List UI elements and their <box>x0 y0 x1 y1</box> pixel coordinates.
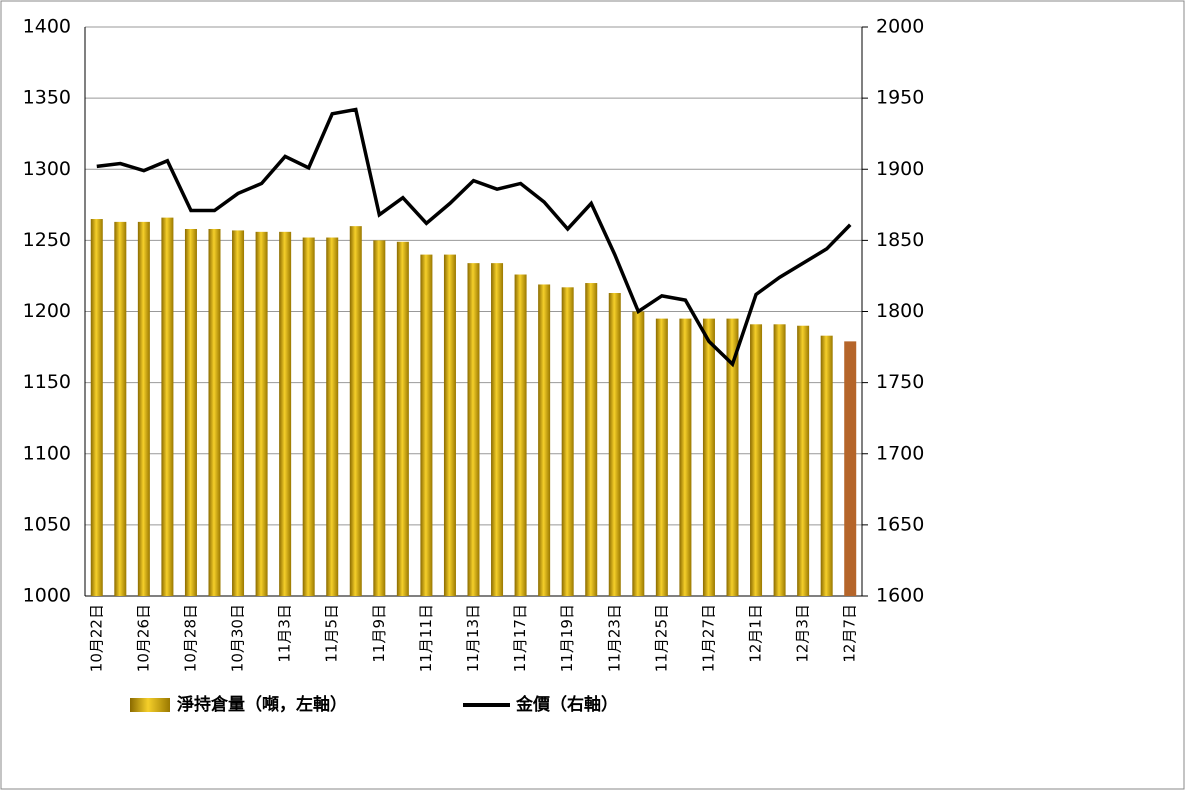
line <box>96 107 852 368</box>
bar <box>396 241 409 597</box>
bar <box>844 341 857 596</box>
x-tick-label: 11月3日 <box>276 604 294 663</box>
bar <box>750 324 763 596</box>
x-tick-label: 11月9日 <box>370 604 388 663</box>
y2-tick-label: 1850 <box>876 229 924 251</box>
y-tick-label: 1150 <box>23 371 71 393</box>
bar <box>232 230 245 597</box>
bar <box>302 237 315 596</box>
bar <box>561 287 574 596</box>
bar <box>326 237 339 596</box>
x-tick-label: 12月3日 <box>794 604 812 663</box>
x-tick-label: 10月26日 <box>134 604 152 672</box>
y2-tick-label: 2000 <box>876 16 924 38</box>
bar <box>797 325 810 596</box>
x-tick-label: 11月13日 <box>464 604 482 672</box>
bar <box>702 318 715 596</box>
y-tick-label: 1400 <box>23 16 71 38</box>
bar <box>585 283 598 596</box>
bar <box>608 293 621 596</box>
bar <box>443 254 456 596</box>
y2-tick-label: 1650 <box>876 513 924 535</box>
bar <box>137 221 150 596</box>
bar <box>161 217 174 597</box>
x-tick-label: 10月28日 <box>181 604 199 672</box>
bar <box>514 274 527 596</box>
bar <box>773 324 786 596</box>
x-tick-label: 12月7日 <box>841 604 859 663</box>
y-tick-label: 1000 <box>23 585 71 607</box>
bar <box>726 318 739 596</box>
y-tick-label: 1300 <box>23 158 71 180</box>
y-tick-label: 1350 <box>23 87 71 109</box>
y2-tick-label: 1600 <box>876 585 924 607</box>
bar <box>679 318 692 596</box>
bar <box>655 318 668 596</box>
legend-label: 金價（右軸） <box>515 694 618 715</box>
y-tick-label: 1250 <box>23 229 71 251</box>
bar <box>820 335 833 596</box>
y2-tick-label: 1950 <box>876 87 924 109</box>
x-tick-label: 11月17日 <box>511 604 529 672</box>
x-tick-label: 11月11日 <box>417 604 435 672</box>
bar <box>420 254 433 596</box>
y-tick-label: 1050 <box>23 513 71 535</box>
legend-label: 淨持倉量（噸，左軸） <box>177 694 347 715</box>
x-tick-label: 10月30日 <box>229 604 247 672</box>
bar <box>208 228 221 596</box>
x-tick-label: 11月5日 <box>323 604 341 663</box>
y-tick-label: 1100 <box>23 442 71 464</box>
bar <box>90 219 103 596</box>
x-tick-label: 11月19日 <box>558 604 576 672</box>
bar <box>373 240 386 596</box>
bar <box>538 284 551 596</box>
x-tick-label: 11月23日 <box>605 604 623 672</box>
y2-tick-label: 1700 <box>876 442 924 464</box>
bar <box>184 228 197 596</box>
bar <box>491 263 504 596</box>
y2-tick-label: 1900 <box>876 158 924 180</box>
y2-tick-label: 1800 <box>876 300 924 322</box>
x-tick-label: 10月22日 <box>87 604 105 672</box>
x-tick-label: 11月25日 <box>652 604 670 672</box>
x-tick-label: 12月1日 <box>747 604 765 663</box>
legend-swatch <box>130 698 170 712</box>
y2-tick-label: 1750 <box>876 371 924 393</box>
bar <box>467 263 480 596</box>
x-tick-label: 11月27日 <box>699 604 717 672</box>
bar <box>255 231 268 596</box>
bar <box>632 311 645 596</box>
bar <box>114 221 127 596</box>
y-tick-label: 1200 <box>23 300 71 322</box>
bar <box>349 226 362 596</box>
bar <box>279 231 292 596</box>
